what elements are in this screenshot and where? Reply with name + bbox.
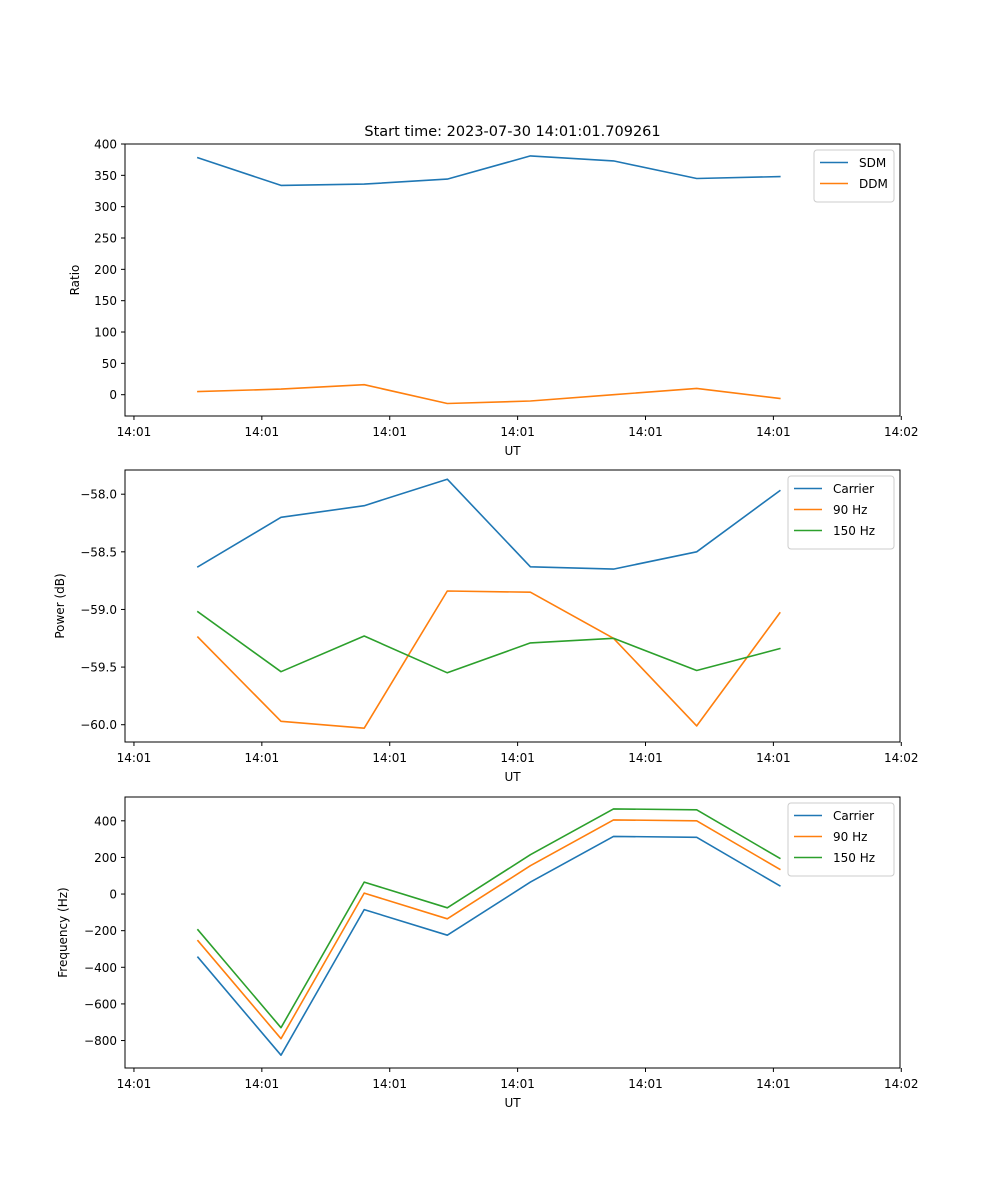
legend-label: 150 Hz xyxy=(833,524,875,538)
y-tick-label: 400 xyxy=(94,814,117,828)
x-tick-label: 14:01 xyxy=(372,751,407,765)
y-tick-label: −800 xyxy=(84,1034,117,1048)
y-tick-label: 50 xyxy=(102,357,117,371)
series-line-carrier xyxy=(196,478,781,570)
y-tick-label: −600 xyxy=(84,997,117,1011)
series-line-sdm xyxy=(196,155,781,187)
legend-label: Carrier xyxy=(833,809,874,823)
legend-label: SDM xyxy=(859,156,886,170)
axes-frame xyxy=(124,469,901,743)
y-tick-label: 100 xyxy=(94,326,117,340)
x-tick-label: 14:01 xyxy=(628,751,663,765)
y-tick-label: 0 xyxy=(109,888,117,902)
y-tick-label: −59.0 xyxy=(80,603,117,617)
x-tick-label: 14:01 xyxy=(117,751,152,765)
series-line-ddm xyxy=(197,383,781,405)
axes-frame xyxy=(124,796,901,1069)
y-tick-label: −58.5 xyxy=(80,545,117,559)
legend-label: 90 Hz xyxy=(833,830,867,844)
x-axis-label: UT xyxy=(504,770,521,784)
legend: Carrier 90 Hz 150 Hz xyxy=(787,475,895,550)
series-line-90-hz xyxy=(196,819,781,1040)
y-tick-label: −400 xyxy=(84,961,117,975)
x-tick-label: 14:01 xyxy=(245,425,280,439)
y-tick-label: 150 xyxy=(94,294,117,308)
y-axis-label: Ratio xyxy=(68,265,82,296)
legend-label: Carrier xyxy=(833,482,874,496)
x-tick-label: 14:01 xyxy=(117,1077,152,1091)
y-tick-label: 400 xyxy=(94,138,117,152)
chart-2: 14:01 14:01 14:01 14:01 14:01 14:01 14:02 −60.0… xyxy=(53,469,919,784)
y-tick-label: −60.0 xyxy=(80,718,117,732)
x-tick-label: 14:01 xyxy=(117,425,152,439)
x-tick-label: 14:01 xyxy=(756,751,791,765)
y-tick-label: 0 xyxy=(109,388,117,402)
y-axis-label: Frequency (Hz) xyxy=(56,887,70,978)
y-tick-label: −200 xyxy=(84,924,117,938)
legend-label: 90 Hz xyxy=(833,503,867,517)
x-tick-label: 14:01 xyxy=(245,1077,280,1091)
y-tick-label: 200 xyxy=(94,851,117,865)
x-tick-label: 14:02 xyxy=(884,751,919,765)
series-line-90-hz xyxy=(196,590,781,730)
x-axis-label: UT xyxy=(504,444,521,458)
y-tick-label: 250 xyxy=(94,232,117,246)
x-tick-label: 14:01 xyxy=(500,751,535,765)
series-line-150-hz xyxy=(196,610,781,674)
y-tick-label: 300 xyxy=(94,200,117,214)
x-axis-label: UT xyxy=(504,1096,521,1110)
y-tick-label: 200 xyxy=(94,263,117,277)
x-tick-label: 14:01 xyxy=(500,1077,535,1091)
legend: Carrier 90 Hz 150 Hz xyxy=(787,802,895,877)
legend-label: DDM xyxy=(859,177,888,191)
y-tick-label: −59.5 xyxy=(80,661,117,675)
axes-frame xyxy=(124,143,901,417)
x-tick-label: 14:01 xyxy=(372,425,407,439)
x-tick-label: 14:01 xyxy=(372,1077,407,1091)
x-tick-label: 14:01 xyxy=(628,1077,663,1091)
chart-3: 14:01 14:01 14:01 14:01 14:01 14:01 14:02 −800 −… xyxy=(56,796,919,1110)
plots-area: 14:01 14:01 14:01 14:01 14:01 14:01 14:02 0 50 10… xyxy=(53,138,919,1111)
series-line-150-hz xyxy=(196,808,781,1029)
y-axis-label: Power (dB) xyxy=(53,573,67,638)
x-tick-label: 14:01 xyxy=(756,1077,791,1091)
x-tick-label: 14:01 xyxy=(628,425,663,439)
x-tick-label: 14:01 xyxy=(500,425,535,439)
x-tick-label: 14:01 xyxy=(245,751,280,765)
x-tick-label: 14:02 xyxy=(884,1077,919,1091)
x-tick-label: 14:01 xyxy=(756,425,791,439)
series-line-carrier xyxy=(196,835,781,1056)
chart-1: 14:01 14:01 14:01 14:01 14:01 14:01 14:02 0 50 10… xyxy=(68,138,919,459)
figure-title: Start time: 2023-07-30 14:01:01.709261 xyxy=(364,124,660,140)
legend-label: 150 Hz xyxy=(833,851,875,865)
y-tick-label: −58.0 xyxy=(80,488,117,502)
y-tick-label: 350 xyxy=(94,169,117,183)
x-tick-label: 14:02 xyxy=(884,425,919,439)
legend: SDM DDM xyxy=(813,149,895,203)
